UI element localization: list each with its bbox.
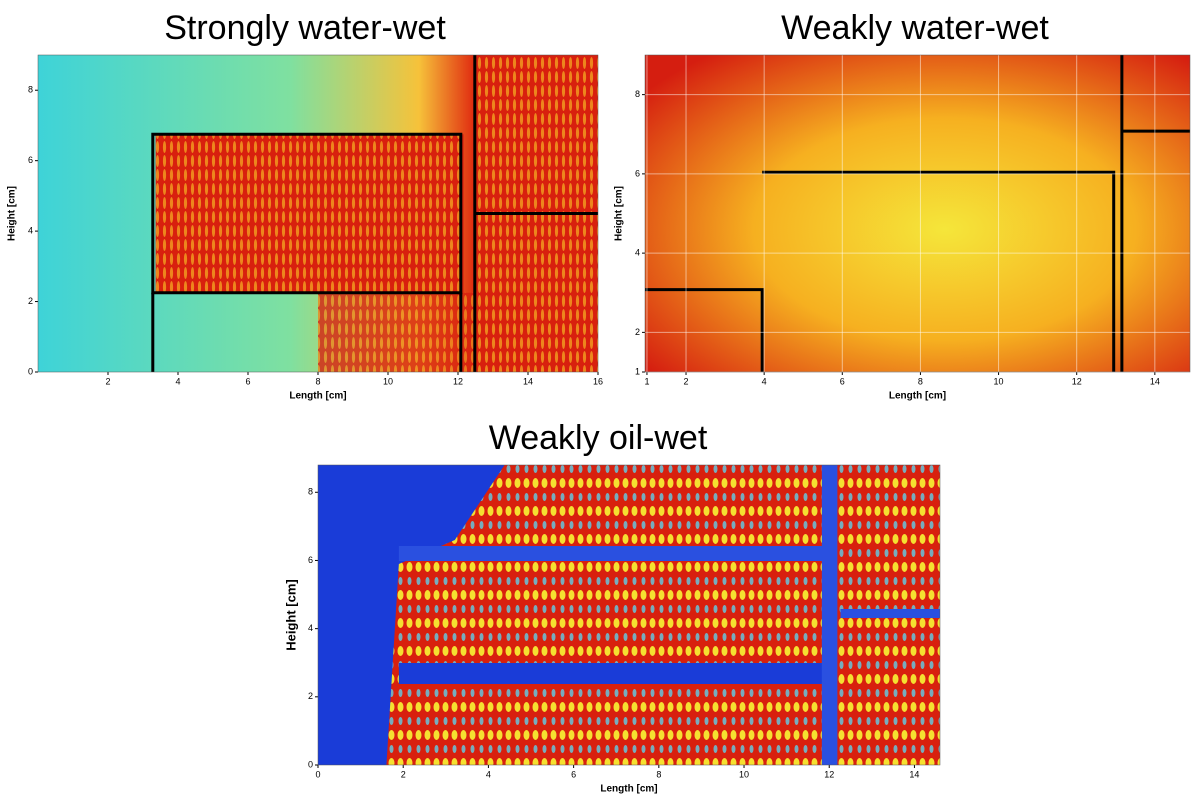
chart-title: Weakly oil-wet	[489, 419, 708, 457]
y-tick-label: 8	[635, 89, 640, 99]
x-tick-label: 4	[175, 376, 180, 386]
plot-frame	[317, 464, 941, 766]
x-tick-label: 6	[571, 769, 576, 779]
y-tick-label: 6	[308, 555, 313, 565]
x-tick-label: 4	[762, 376, 767, 386]
x-tick-label: 16	[593, 376, 603, 386]
panel: Strongly water-wet 2 4 6 8 10 12 14 16 0 2 4 6 8 Lengt…	[7, 9, 603, 402]
heat-field	[318, 292, 475, 372]
plot-frame	[644, 54, 1191, 373]
x-tick-label: 4	[486, 769, 491, 779]
plot-frame	[37, 54, 599, 373]
heat-field	[155, 134, 464, 293]
x-tick-label: 12	[453, 376, 463, 386]
heat-field	[318, 465, 505, 765]
heat-field	[645, 55, 1190, 372]
heat-field	[398, 546, 835, 561]
x-tick-label: 8	[656, 769, 661, 779]
x-tick-label: 2	[105, 376, 110, 386]
y-tick-label: 1	[635, 366, 640, 376]
x-tick-label: 14	[523, 376, 533, 386]
x-tick-label: 8	[918, 376, 923, 386]
y-axis-label: Height [cm]	[7, 186, 18, 241]
x-tick-label: 10	[383, 376, 393, 386]
heat-field	[398, 663, 835, 684]
x-tick-label: 0	[315, 769, 320, 779]
x-tick-label: 1	[644, 376, 649, 386]
y-tick-label: 6	[635, 168, 640, 178]
y-axis-label: Height [cm]	[614, 186, 625, 241]
y-tick-label: 2	[635, 327, 640, 337]
x-tick-label: 14	[909, 769, 919, 779]
panel: Weakly oil-wet 0 2 4 6 8 10 12 14 0 2 4 6 8 Length [cm…	[283, 419, 941, 795]
y-tick-label: 0	[28, 366, 33, 376]
y-axis-label: Height [cm]	[283, 579, 298, 651]
boundary	[151, 132, 463, 295]
y-tick-label: 2	[308, 691, 313, 701]
y-tick-label: 4	[308, 623, 313, 633]
y-tick-label: 4	[635, 248, 640, 258]
x-tick-label: 6	[245, 376, 250, 386]
y-tick-label: 6	[28, 155, 33, 165]
x-axis-label: Length [cm]	[600, 784, 657, 795]
x-tick-label: 10	[739, 769, 749, 779]
y-tick-label: 2	[28, 296, 33, 306]
chart-title: Weakly water-wet	[781, 9, 1049, 47]
x-tick-label: 6	[840, 376, 845, 386]
x-axis-label: Length [cm]	[289, 391, 346, 402]
y-tick-label: 8	[308, 487, 313, 497]
boundary	[645, 288, 764, 372]
heat-field	[840, 609, 940, 618]
y-tick-label: 8	[28, 85, 33, 95]
x-axis-label: Length [cm]	[889, 391, 946, 402]
boundary	[762, 170, 1116, 372]
chart-title: Strongly water-wet	[164, 9, 446, 47]
heat-field	[821, 465, 838, 765]
x-tick-label: 2	[401, 769, 406, 779]
x-tick-label: 12	[1072, 376, 1082, 386]
x-tick-label: 10	[994, 376, 1004, 386]
x-tick-label: 8	[315, 376, 320, 386]
y-tick-label: 4	[28, 225, 33, 235]
x-tick-label: 14	[1150, 376, 1160, 386]
x-tick-label: 2	[684, 376, 689, 386]
y-tick-label: 0	[308, 759, 313, 769]
x-tick-label: 12	[824, 769, 834, 779]
